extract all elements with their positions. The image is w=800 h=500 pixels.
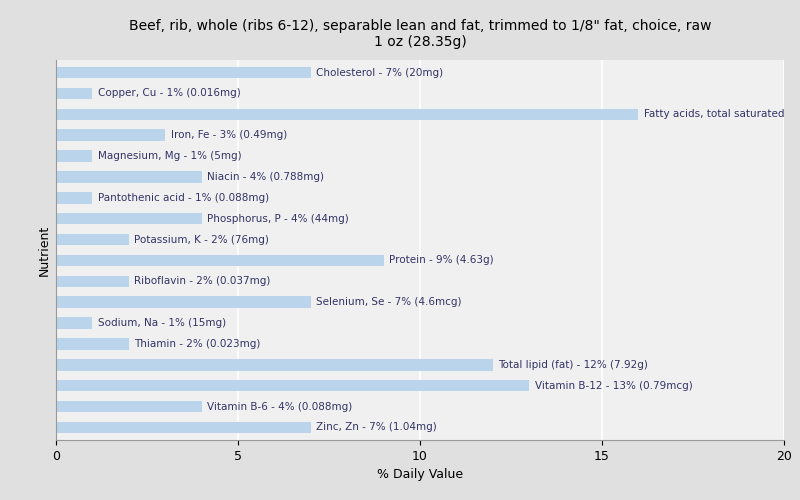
- Text: Thiamin - 2% (0.023mg): Thiamin - 2% (0.023mg): [134, 339, 261, 349]
- Bar: [56, 108, 638, 120]
- Text: Total lipid (fat) - 12% (7.92g): Total lipid (fat) - 12% (7.92g): [498, 360, 648, 370]
- Text: Zinc, Zn - 7% (1.04mg): Zinc, Zn - 7% (1.04mg): [316, 422, 437, 432]
- Bar: [56, 318, 93, 329]
- Bar: [56, 150, 93, 162]
- Bar: [56, 359, 493, 370]
- Text: Copper, Cu - 1% (0.016mg): Copper, Cu - 1% (0.016mg): [98, 88, 241, 99]
- X-axis label: % Daily Value: % Daily Value: [377, 468, 463, 481]
- Bar: [56, 254, 384, 266]
- Text: Protein - 9% (4.63g): Protein - 9% (4.63g): [389, 256, 494, 266]
- Text: Cholesterol - 7% (20mg): Cholesterol - 7% (20mg): [316, 68, 443, 78]
- Bar: [56, 422, 310, 433]
- Bar: [56, 296, 310, 308]
- Text: Magnesium, Mg - 1% (5mg): Magnesium, Mg - 1% (5mg): [98, 151, 242, 161]
- Text: Fatty acids, total saturated - 16% (3.263g): Fatty acids, total saturated - 16% (3.26…: [644, 110, 800, 120]
- Bar: [56, 88, 93, 99]
- Text: Selenium, Se - 7% (4.6mcg): Selenium, Se - 7% (4.6mcg): [316, 297, 462, 307]
- Bar: [56, 171, 202, 182]
- Text: Niacin - 4% (0.788mg): Niacin - 4% (0.788mg): [207, 172, 324, 182]
- Bar: [56, 234, 129, 245]
- Bar: [56, 67, 310, 78]
- Title: Beef, rib, whole (ribs 6-12), separable lean and fat, trimmed to 1/8" fat, choic: Beef, rib, whole (ribs 6-12), separable …: [129, 19, 711, 49]
- Bar: [56, 213, 202, 224]
- Bar: [56, 130, 165, 141]
- Bar: [56, 276, 129, 287]
- Text: Iron, Fe - 3% (0.49mg): Iron, Fe - 3% (0.49mg): [170, 130, 287, 140]
- Text: Vitamin B-6 - 4% (0.088mg): Vitamin B-6 - 4% (0.088mg): [207, 402, 352, 411]
- Text: Sodium, Na - 1% (15mg): Sodium, Na - 1% (15mg): [98, 318, 226, 328]
- Text: Riboflavin - 2% (0.037mg): Riboflavin - 2% (0.037mg): [134, 276, 270, 286]
- Text: Potassium, K - 2% (76mg): Potassium, K - 2% (76mg): [134, 234, 269, 244]
- Bar: [56, 338, 129, 349]
- Bar: [56, 192, 93, 203]
- Text: Pantothenic acid - 1% (0.088mg): Pantothenic acid - 1% (0.088mg): [98, 193, 269, 203]
- Bar: [56, 401, 202, 412]
- Bar: [56, 380, 530, 392]
- Text: Vitamin B-12 - 13% (0.79mcg): Vitamin B-12 - 13% (0.79mcg): [534, 380, 693, 390]
- Y-axis label: Nutrient: Nutrient: [38, 224, 50, 276]
- Text: Phosphorus, P - 4% (44mg): Phosphorus, P - 4% (44mg): [207, 214, 349, 224]
